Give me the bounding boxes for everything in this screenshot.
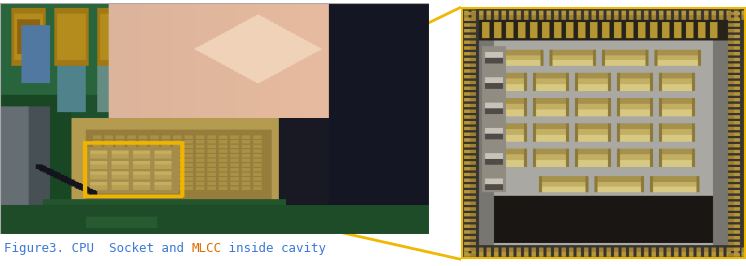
Text: inside cavity: inside cavity	[222, 242, 326, 255]
Text: MLCC: MLCC	[191, 242, 222, 255]
Text: Figure3. CPU  Socket and: Figure3. CPU Socket and	[4, 242, 191, 255]
